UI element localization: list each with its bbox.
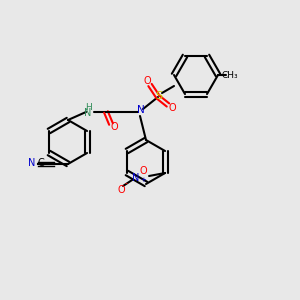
Text: N: N bbox=[28, 158, 36, 168]
Text: H: H bbox=[85, 103, 92, 112]
Text: N: N bbox=[84, 108, 92, 118]
Text: O: O bbox=[143, 76, 151, 86]
Text: -: - bbox=[124, 179, 128, 188]
Text: O: O bbox=[117, 185, 125, 195]
Text: N: N bbox=[132, 173, 140, 183]
Text: O: O bbox=[139, 166, 147, 176]
Text: C: C bbox=[38, 158, 44, 168]
Text: N: N bbox=[137, 105, 145, 115]
Text: O: O bbox=[168, 103, 176, 113]
Text: CH₃: CH₃ bbox=[222, 70, 238, 80]
Text: O: O bbox=[110, 122, 118, 132]
Text: +: + bbox=[140, 177, 146, 183]
Text: S: S bbox=[155, 91, 163, 101]
